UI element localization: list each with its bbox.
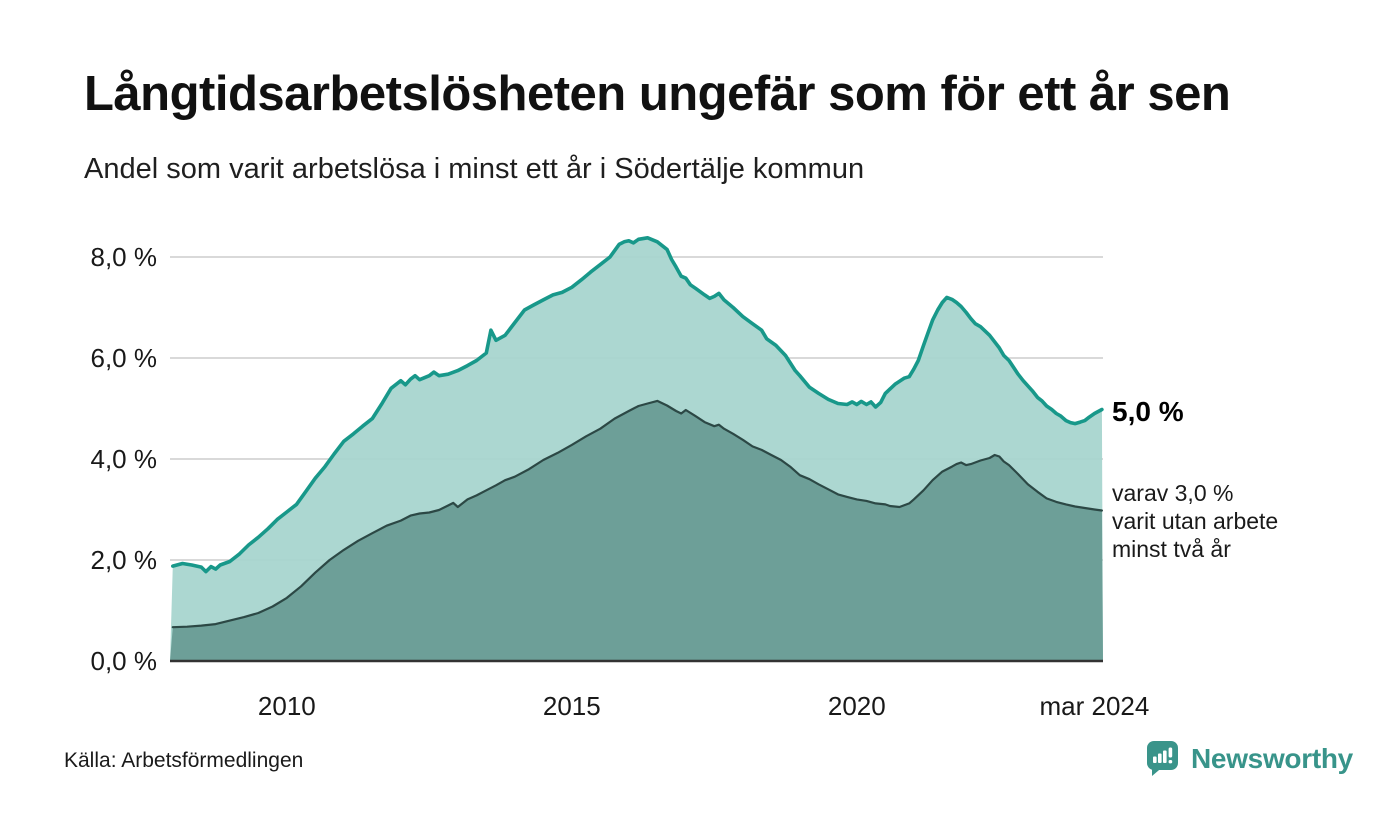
- source-credit: Källa: Arbetsförmedlingen: [64, 749, 304, 772]
- x-tick-label: 2010: [257, 691, 316, 721]
- newsworthy-logo-icon: [1147, 741, 1178, 776]
- y-tick-label: 0,0 %: [90, 646, 158, 676]
- area-fill-two-years: [170, 400, 1103, 661]
- latest-value-annotation: 5,0 %: [1112, 396, 1184, 427]
- series-line-two-years: [171, 399, 1103, 629]
- secondary-annotation-line: minst två år: [1112, 536, 1231, 562]
- x-tick-label: 2020: [827, 691, 886, 721]
- secondary-annotation-line: varav 3,0 %: [1112, 480, 1234, 506]
- y-tick-label: 6,0 %: [90, 343, 158, 373]
- y-tick-label: 8,0 %: [90, 242, 158, 272]
- secondary-annotation: varav 3,0 % varit utan arbete minst två …: [1112, 479, 1278, 563]
- x-tick-label: 2015: [542, 691, 601, 721]
- series-line-one-year: [171, 236, 1104, 574]
- page-title: Långtidsarbetslösheten ungefär som för e…: [84, 67, 1231, 121]
- y-tick-label: 4,0 %: [90, 444, 158, 474]
- secondary-annotation-line: varit utan arbete: [1112, 508, 1279, 534]
- chart-subtitle: Andel som varit arbetslösa i minst ett å…: [84, 153, 865, 185]
- y-tick-label: 2,0 %: [90, 545, 158, 575]
- newsworthy-brand: Newsworthy: [1146, 740, 1353, 778]
- newsworthy-brand-text: Newsworthy: [1191, 743, 1353, 774]
- x-tick-label: mar 2024: [1039, 691, 1150, 721]
